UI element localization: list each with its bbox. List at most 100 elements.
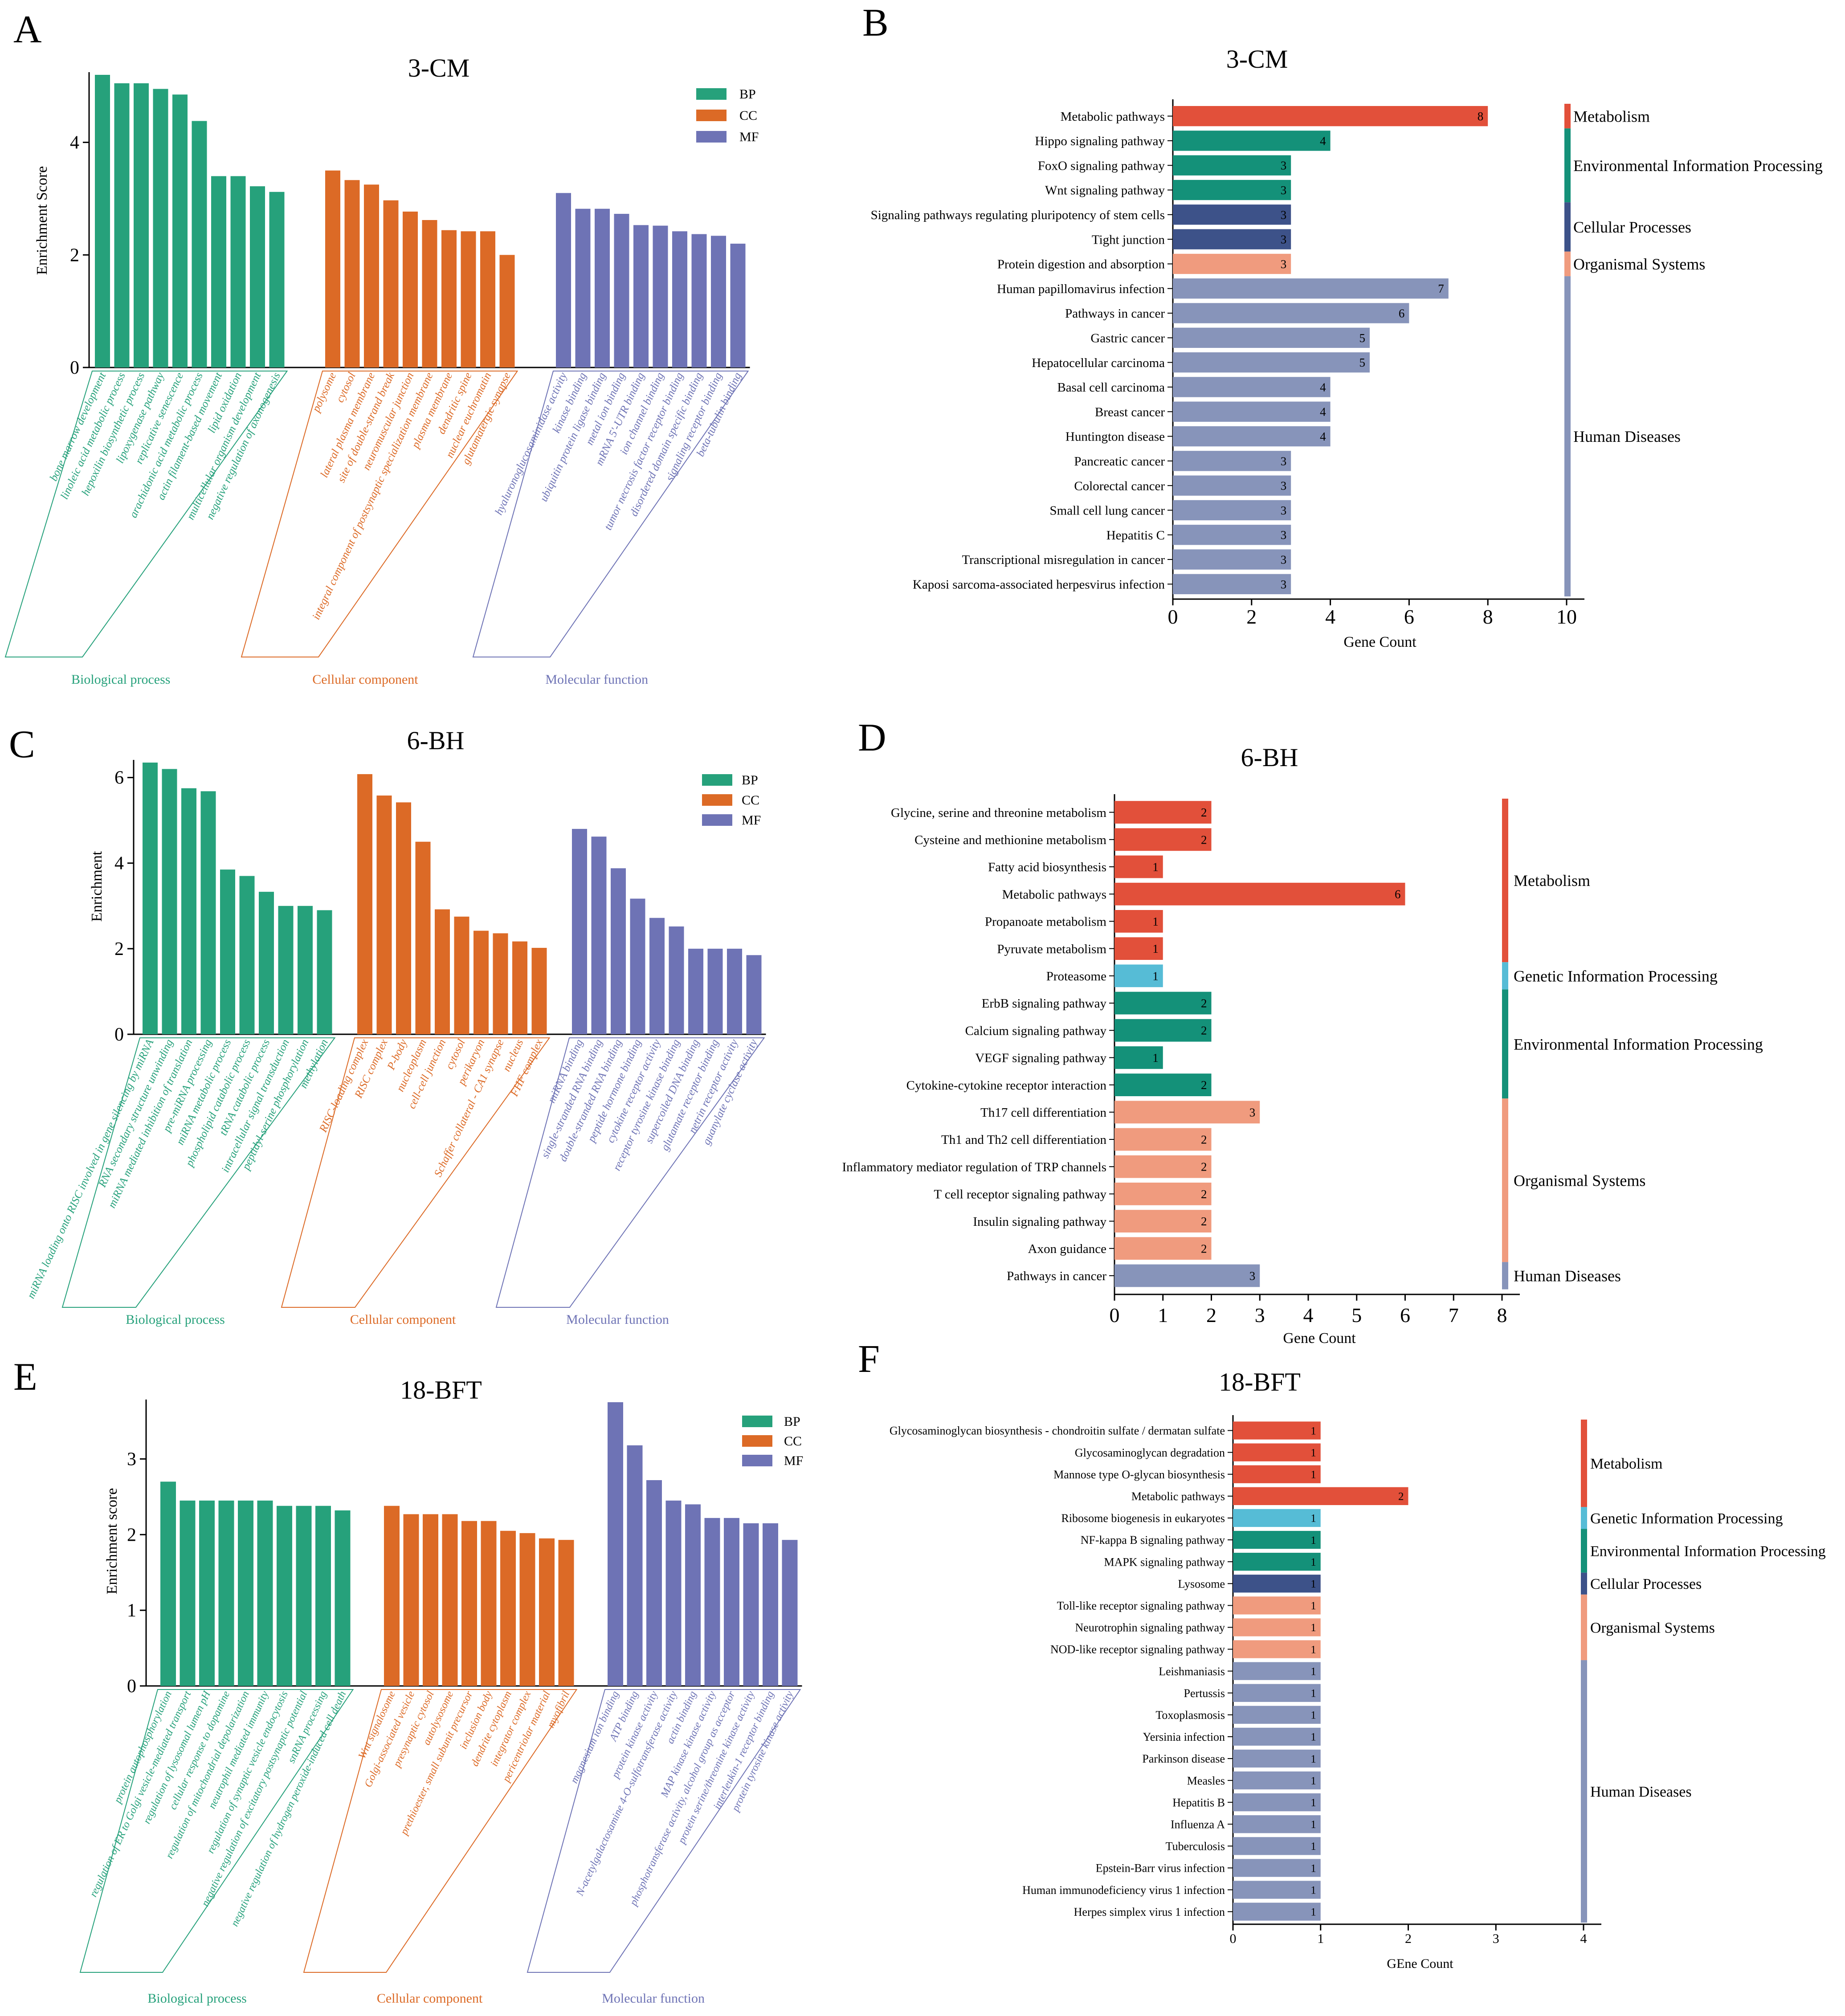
bar-value-label: 8 [1478,110,1484,123]
bar [672,231,687,367]
bar [493,933,508,1034]
category-label: Leishmaniasis [1159,1665,1225,1678]
bar [1173,229,1291,249]
bar [1173,106,1488,127]
group-bracket [472,371,749,657]
bar [238,1500,253,1686]
bar [162,769,177,1034]
bar [1233,1640,1321,1658]
bar-value-label: 1 [1310,1688,1316,1700]
x-tick-label: 6 [1400,1304,1410,1326]
bar [1173,426,1331,447]
category-label: Kaposi sarcoma-associated herpesvirus in… [913,578,1165,592]
legend-label-mf: MF [742,813,761,828]
class-strip [1502,989,1508,1099]
bar [1233,1749,1321,1768]
category-label: Metabolic pathways [1131,1490,1225,1503]
bar [277,1506,292,1686]
x-tick-label: 0 [1110,1304,1120,1326]
bar-value-label: 7 [1438,282,1444,295]
class-label: Genetic Information Processing [1514,967,1718,985]
class-strip [1564,202,1571,252]
bar-value-label: 2 [1201,1160,1207,1174]
bar [1173,253,1291,274]
category-label: Lysosome [1178,1577,1225,1590]
bar-value-label: 1 [1310,1622,1316,1634]
bar-value-label: 1 [1310,1425,1316,1437]
group-bracket [495,1037,765,1308]
category-label: Axon guidance [1028,1242,1106,1256]
category-label: Ribosome biogenesis in eukaryotes [1061,1512,1225,1525]
category-label: Calcium signaling pathway [965,1024,1107,1038]
class-strip [1502,962,1508,990]
group-bracket [79,1689,354,1973]
legend-label-mf: MF [739,130,759,144]
category-label: Toxoplasmosis [1155,1709,1225,1722]
bar-value-label: 4 [1320,134,1326,147]
group-name: Molecular function [602,1991,705,2006]
group-bracket [303,1689,578,1973]
bar [192,121,207,367]
chart-title: 18-BFT [1219,1367,1301,1396]
x-tick-label: 4 [1580,1931,1587,1946]
bar-value-label: 5 [1359,356,1366,369]
category-label: Pyruvate metabolism [997,942,1106,956]
bar [1114,1046,1163,1069]
bar-value-label: 2 [1201,806,1207,819]
bar [1114,1237,1212,1260]
bar [499,255,515,367]
bar [1114,910,1163,933]
bar [442,1514,458,1686]
panel-letter: D [858,716,886,759]
bar [1233,1793,1321,1812]
bar [1233,1684,1321,1702]
bar [556,193,571,367]
chart-title: 18-BFT [400,1375,482,1404]
class-label: Organismal Systems [1514,1171,1645,1189]
bar-value-label: 2 [1201,996,1207,1010]
bar-value-label: 1 [1310,1600,1316,1612]
bar-value-label: 1 [1310,1665,1316,1677]
bar [611,868,626,1034]
bar-value-label: 1 [1152,942,1159,955]
category-label: FoxO signaling pathway [1038,159,1165,173]
bar [1114,1155,1212,1178]
bar [335,1510,351,1686]
bar [608,1402,623,1686]
x-tick-label: 8 [1497,1304,1507,1326]
class-label: Human Diseases [1573,428,1681,445]
bar-value-label: 1 [1310,1797,1316,1809]
bar [1173,525,1291,545]
bar [325,170,340,367]
bar [181,788,196,1034]
category-label: Glycine, serine and threonine metabolism [891,806,1106,820]
bar-value-label: 4 [1320,380,1326,394]
bar [1114,1101,1260,1124]
x-tick-label: 0 [1230,1931,1237,1946]
bar [763,1523,778,1686]
bar [259,892,274,1034]
bar [114,83,130,368]
category-label: Th1 and Th2 cell differentiation [941,1133,1106,1147]
bar [1173,377,1331,397]
category-label: Metabolic pathways [1061,110,1165,124]
bar-value-label: 2 [1201,1133,1207,1146]
panel-letter: C [9,723,35,766]
category-label: Inflammatory mediator regulation of TRP … [842,1160,1106,1174]
legend-swatch-mf [696,131,727,143]
class-label: Organismal Systems [1590,1620,1715,1636]
bar [1114,964,1163,988]
bar [1173,574,1291,595]
bar [1233,1727,1321,1746]
x-tick-label: 2 [1206,1304,1216,1326]
class-strip [1581,1529,1587,1573]
group-name: Biological process [147,1991,246,2006]
category-label: Hepatitis B [1172,1796,1225,1809]
bar [384,1506,400,1686]
legend-swatch-mf [702,814,732,826]
category-label: NOD-like receptor signaling pathway [1050,1643,1225,1656]
bar-value-label: 2 [1201,1188,1207,1201]
legend: BP CC MF [702,773,761,828]
